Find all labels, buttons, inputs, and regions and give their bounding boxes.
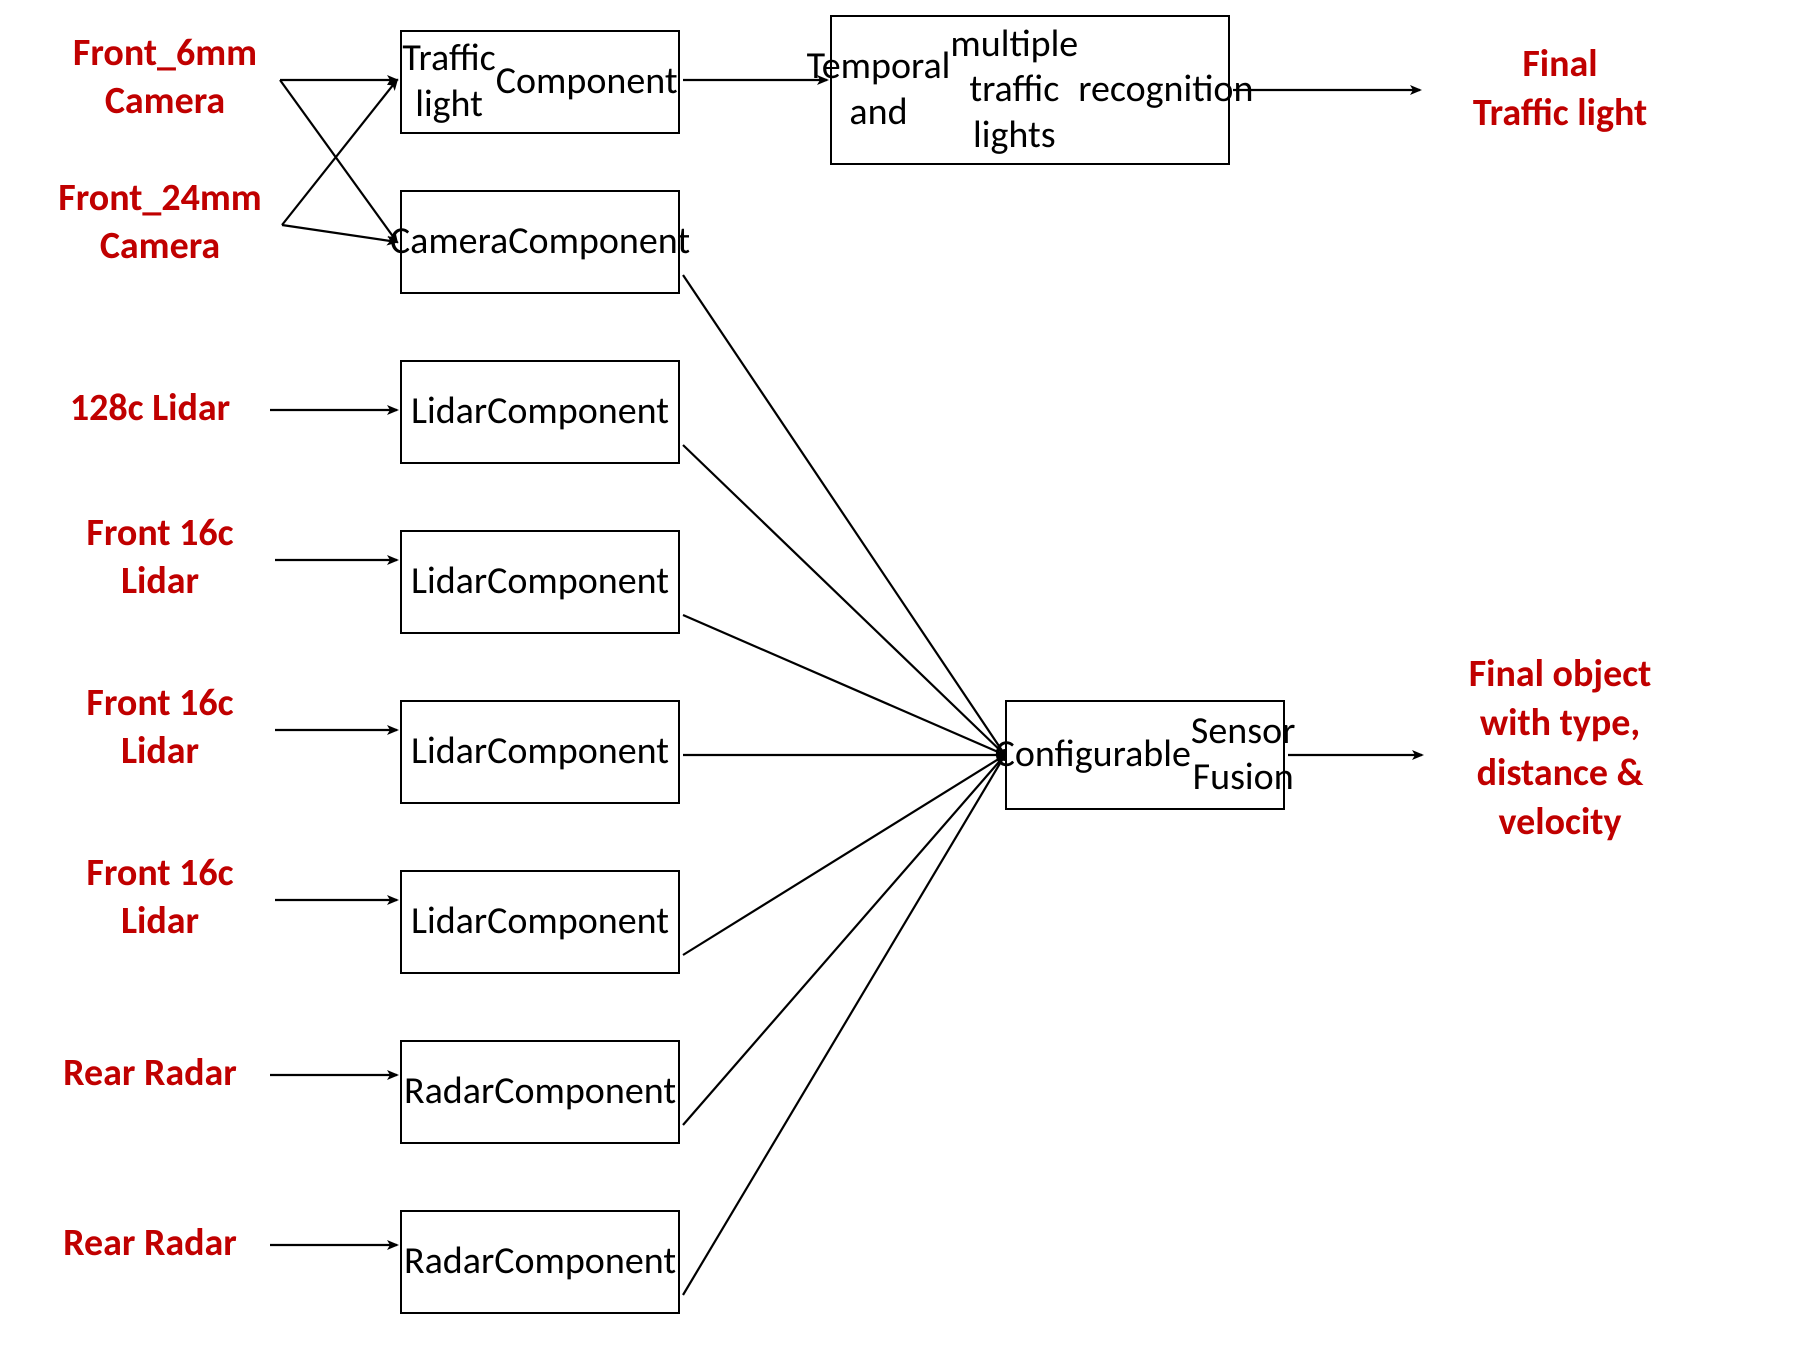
edge (683, 755, 1005, 1295)
in-rear2: Rear Radar (40, 1220, 260, 1270)
in-rear1: Rear Radar (40, 1050, 260, 1100)
box-lidar-2: LidarComponent (400, 530, 680, 634)
in-16c-2: Front 16cLidar (55, 680, 265, 780)
box-radar-2: RadarComponent (400, 1210, 680, 1314)
in-front24: Front_24mmCamera (30, 175, 290, 275)
box-lidar-1: LidarComponent (400, 360, 680, 464)
box-camera: CameraComponent (400, 190, 680, 294)
box-lidar-4: LidarComponent (400, 870, 680, 974)
box-temporal: Temporal andmultiple traffic lightsrecog… (830, 15, 1230, 165)
diagram-canvas: Front_6mmCamera Front_24mmCamera 128c Lida… (0, 0, 1820, 1370)
box-radar-1: RadarComponent (400, 1040, 680, 1144)
edge (282, 80, 397, 225)
in-16c-1: Front 16cLidar (55, 510, 265, 610)
edge (683, 615, 1005, 755)
out-object: Final objectwith type,distance &velocity (1430, 650, 1690, 860)
edge (683, 755, 1005, 955)
edge (683, 445, 1005, 755)
edge (683, 275, 1005, 755)
in-16c-3: Front 16cLidar (55, 850, 265, 950)
edge (282, 225, 397, 242)
box-lidar-3: LidarComponent (400, 700, 680, 804)
in-front6: Front_6mmCamera (40, 30, 290, 130)
in-128c: 128c Lidar (40, 385, 260, 435)
box-fusion: ConfigurableSensor Fusion (1005, 700, 1285, 810)
edge (280, 80, 397, 242)
box-traffic: Traffic lightComponent (400, 30, 680, 134)
out-traffic: FinalTraffic light (1430, 40, 1690, 140)
edge (683, 755, 1005, 1125)
